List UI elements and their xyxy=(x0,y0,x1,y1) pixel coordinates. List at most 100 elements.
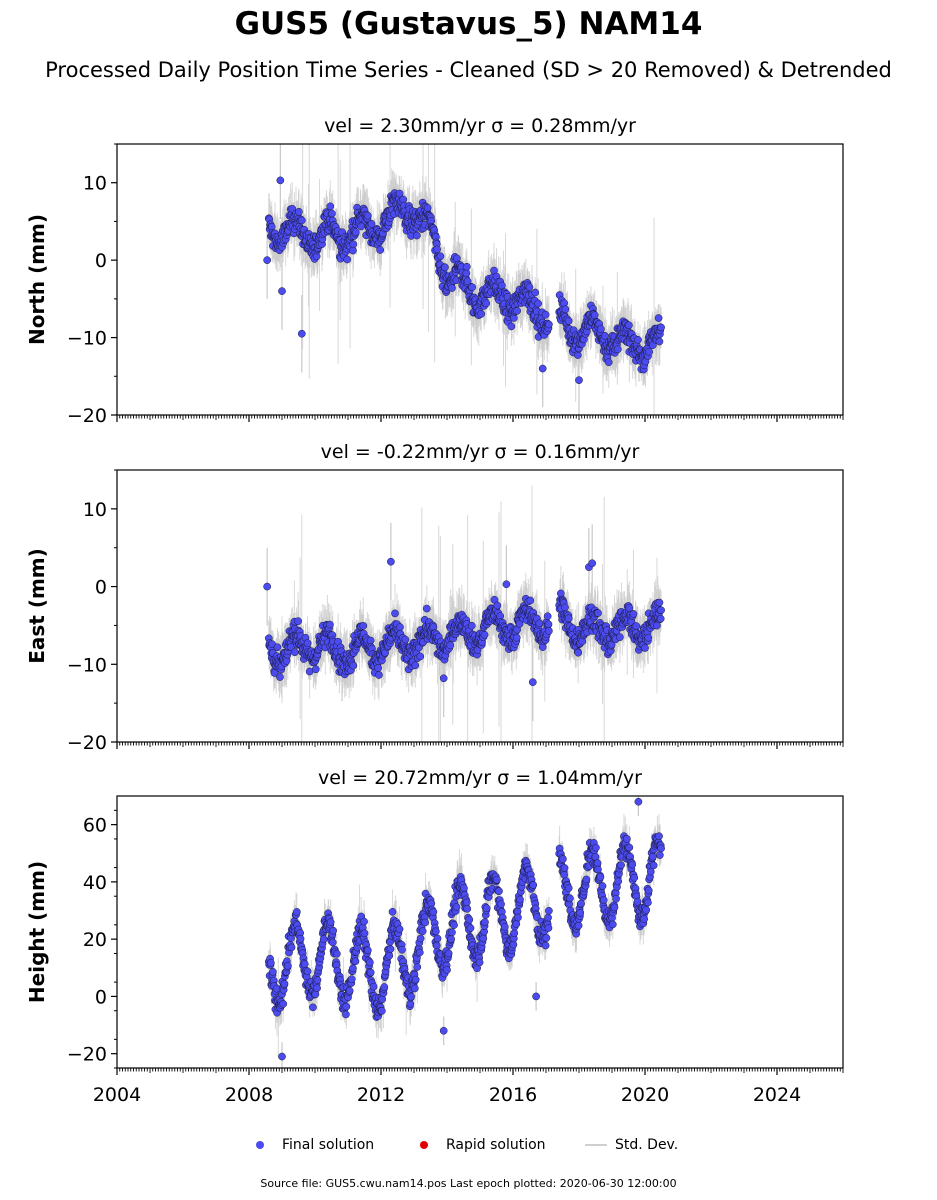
data-point xyxy=(477,310,486,318)
figure-title: GUS5 (Gustavus_5) NAM14 xyxy=(234,6,703,42)
y-tick-label: −20 xyxy=(67,405,107,427)
data-point xyxy=(590,311,599,320)
data-point xyxy=(541,310,550,319)
data-point xyxy=(655,598,664,607)
data-point xyxy=(446,641,455,650)
outlier-point xyxy=(538,364,547,373)
north-panel-title: vel = 2.30mm/yr σ = 0.28mm/yr xyxy=(324,115,636,137)
data-point xyxy=(507,322,516,331)
data-point xyxy=(641,644,649,652)
data-point xyxy=(273,643,282,652)
north-y-axis-label: North (mm) xyxy=(25,214,49,345)
y-tick-label: 10 xyxy=(83,173,107,195)
outlier-point xyxy=(439,674,448,683)
data-point xyxy=(657,606,665,615)
data-point xyxy=(601,332,609,340)
data-point xyxy=(534,299,543,308)
data-point xyxy=(462,269,471,277)
outlier-point xyxy=(502,580,511,589)
east-axes-frame xyxy=(116,469,844,743)
data-point xyxy=(375,671,383,679)
data-point xyxy=(395,189,404,198)
y-tick-label: −10 xyxy=(67,654,107,676)
east-points xyxy=(263,557,665,687)
data-point xyxy=(655,337,664,346)
data-point xyxy=(625,321,633,330)
outlier-point xyxy=(276,176,285,185)
data-point xyxy=(597,325,605,333)
data-point xyxy=(480,630,489,639)
data-point xyxy=(564,317,573,325)
data-point xyxy=(359,621,368,630)
data-point xyxy=(525,283,534,291)
y-tick-label: 10 xyxy=(83,499,107,521)
data-point xyxy=(311,665,320,674)
east-data-layer xyxy=(263,485,665,742)
data-point xyxy=(343,255,352,264)
data-point xyxy=(374,664,382,672)
data-point xyxy=(515,620,524,628)
data-point xyxy=(654,314,663,322)
data-point xyxy=(367,219,376,228)
outlier-point xyxy=(278,287,286,295)
data-point xyxy=(294,617,302,626)
data-point xyxy=(413,231,421,240)
height-data-layer xyxy=(264,796,665,1068)
data-point xyxy=(423,204,432,212)
data-point xyxy=(349,240,358,249)
data-point xyxy=(526,596,535,605)
data-point xyxy=(482,299,491,308)
data-point xyxy=(615,633,624,641)
data-point xyxy=(629,610,638,618)
data-point xyxy=(416,652,425,661)
y-tick-label: 0 xyxy=(95,577,107,599)
outlier-point xyxy=(387,557,395,566)
data-point xyxy=(351,228,360,236)
outlier-point xyxy=(263,256,271,264)
data-point xyxy=(645,347,653,356)
data-point xyxy=(531,288,540,297)
y-tick-label: −10 xyxy=(67,328,107,350)
outlier-point xyxy=(588,559,597,568)
north-data-layer xyxy=(263,144,665,415)
data-point xyxy=(290,648,299,657)
data-point xyxy=(561,305,570,314)
data-point xyxy=(297,216,306,225)
data-point xyxy=(366,636,375,645)
north-points xyxy=(263,176,665,385)
data-point xyxy=(561,603,569,612)
data-point xyxy=(657,323,665,332)
outlier-point xyxy=(297,329,306,338)
data-point xyxy=(422,604,431,613)
data-point xyxy=(411,661,420,670)
data-point xyxy=(295,207,303,216)
data-point xyxy=(545,320,553,329)
data-point xyxy=(653,621,661,630)
east-panel-title: vel = -0.22mm/yr σ = 0.16mm/yr xyxy=(321,441,640,463)
y-tick-label: 0 xyxy=(95,250,107,272)
data-point xyxy=(498,281,506,290)
data-point xyxy=(462,262,471,271)
data-point xyxy=(303,639,312,648)
data-point xyxy=(396,623,404,631)
data-point xyxy=(544,620,553,629)
data-point xyxy=(513,306,521,315)
data-point xyxy=(391,609,399,618)
data-point xyxy=(326,620,334,629)
outlier-point xyxy=(575,376,583,385)
data-point xyxy=(376,246,385,254)
data-point xyxy=(276,673,284,681)
figure-subtitle: Processed Daily Position Time Series - C… xyxy=(45,58,892,82)
data-point xyxy=(326,202,335,211)
data-point xyxy=(634,335,642,344)
east-y-axis-label: East (mm) xyxy=(25,548,49,664)
outlier-point xyxy=(263,582,271,591)
data-point xyxy=(463,277,472,286)
data-point xyxy=(433,245,441,254)
data-point xyxy=(594,609,602,617)
y-tick-label: −20 xyxy=(67,732,107,754)
data-point xyxy=(604,358,613,367)
